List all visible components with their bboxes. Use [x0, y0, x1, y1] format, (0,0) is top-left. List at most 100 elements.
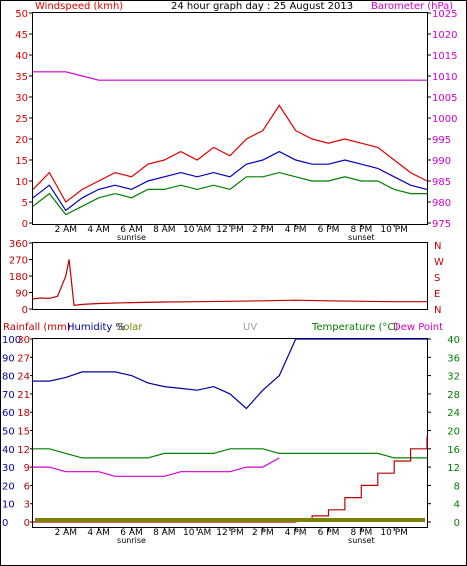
series-humidity-line: [33, 338, 427, 410]
time-label: 6 AM: [120, 528, 143, 538]
sunset-label: sunset: [348, 536, 375, 545]
time-label: 6 AM: [120, 225, 143, 235]
direction-plot-frame: [32, 242, 428, 310]
rain-tick-label: 0: [24, 518, 30, 529]
sunrise-label: sunrise: [117, 233, 146, 242]
time-label: 10 PM: [380, 528, 408, 538]
humidity-tick-label: 60: [2, 408, 15, 419]
rain-tick-label: 18: [17, 408, 30, 419]
rain-tick-label: 3: [24, 500, 30, 511]
time-label: 8 PM: [350, 225, 372, 235]
series-temperature-line: [33, 448, 427, 459]
time-label: 8 AM: [153, 528, 176, 538]
windspeed-axis-label: Windspeed (kmh): [35, 1, 123, 12]
temp-tick-label: 24: [447, 408, 460, 419]
solar-axis-label: Solar: [117, 322, 143, 333]
rain-tick-label: 6: [24, 481, 30, 492]
humidity-tick-label: 0: [2, 518, 8, 529]
series-low-line: [32, 171, 427, 216]
baro-tick-label: 985: [432, 177, 451, 188]
temp-tick-label: 32: [447, 372, 460, 383]
series-direction-line: [32, 259, 427, 306]
time-label: 10 AM: [183, 528, 211, 538]
series-solar-bar: [35, 518, 425, 522]
wind-tick-label: 5: [22, 198, 28, 209]
rain-tick-label: 12: [17, 445, 30, 456]
wind-tick-label: 10: [15, 177, 28, 188]
sunrise-label: sunrise: [117, 536, 146, 545]
wind-tick-label: 20: [15, 135, 28, 146]
time-label: 4 AM: [87, 528, 110, 538]
temperature-axis-label: Temperature (°C): [311, 322, 398, 333]
humidity-tick-label: 100: [2, 335, 21, 346]
rain-tick-label: 30: [17, 335, 30, 346]
compass-label: N: [434, 305, 441, 316]
baro-tick-label: 995: [432, 135, 451, 146]
baro-tick-label: 1015: [432, 51, 457, 62]
time-label: 8 PM: [350, 528, 372, 538]
direction-tick-label: 0: [22, 305, 28, 316]
humidity-tick-label: 30: [2, 463, 15, 474]
temp-tick-label: 16: [447, 445, 460, 456]
humidity-tick-label: 50: [2, 427, 15, 438]
rain-tick-label: 9: [24, 463, 30, 474]
rain-tick-label: 24: [17, 372, 30, 383]
rainfall-axis-label: Rainfall (mm): [3, 322, 71, 333]
time-label: 10 PM: [380, 225, 408, 235]
wind-tick-label: 30: [15, 93, 28, 104]
temp-tick-label: 8: [454, 481, 460, 492]
baro-tick-label: 1005: [432, 93, 457, 104]
sunset-label: sunset: [348, 233, 375, 242]
baro-tick-label: 990: [432, 156, 451, 167]
time-label: 8 AM: [153, 225, 176, 235]
time-label: 10 AM: [183, 225, 211, 235]
compass-label: E: [434, 289, 440, 300]
temp-tick-label: 0: [454, 518, 460, 529]
chart-marks: 0510152025303540455097598098599099510001…: [2, 9, 460, 545]
temp-tick-label: 28: [447, 390, 460, 401]
compass-label: S: [434, 273, 440, 284]
series-barometer-line: [33, 71, 427, 81]
graph-title: 24 hour graph day : 25 August 2013: [171, 1, 353, 12]
humidity-axis-label: Humidity %: [67, 322, 125, 333]
time-label: 4 PM: [285, 225, 307, 235]
baro-tick-label: 1025: [432, 9, 457, 20]
baro-tick-label: 1010: [432, 72, 457, 83]
wind-tick-label: 15: [15, 156, 28, 167]
rain-tick-label: 15: [17, 427, 30, 438]
humidity-tick-label: 40: [2, 445, 15, 456]
wind-tick-label: 40: [15, 51, 28, 62]
direction-tick-label: 360: [9, 239, 28, 250]
time-label: 6 PM: [318, 225, 340, 235]
time-label: 2 PM: [252, 528, 274, 538]
humidity-tick-label: 90: [2, 353, 15, 364]
barometer-axis-label: Barometer (hPa): [371, 1, 453, 12]
temp-tick-label: 12: [447, 463, 460, 474]
direction-tick-label: 270: [9, 256, 28, 267]
baro-tick-label: 980: [432, 198, 451, 209]
baro-tick-label: 1020: [432, 30, 457, 41]
wind-tick-label: 45: [15, 30, 28, 41]
series-average-line: [32, 150, 428, 212]
rain-tick-label: 21: [17, 390, 30, 401]
wind-tick-label: 25: [15, 114, 28, 125]
temp-tick-label: 20: [447, 427, 460, 438]
wind-tick-label: 0: [22, 219, 28, 230]
humidity-tick-label: 20: [2, 481, 15, 492]
humidity-tick-label: 10: [2, 500, 15, 511]
temp-tick-label: 40: [447, 335, 460, 346]
wind-tick-label: 50: [15, 9, 28, 20]
time-label: 2 AM: [55, 528, 78, 538]
humidity-tick-label: 80: [2, 372, 15, 383]
compass-label: W: [434, 257, 444, 268]
time-label: 12 PM: [216, 528, 244, 538]
humidity-tick-label: 70: [2, 390, 15, 401]
time-label: 2 PM: [252, 225, 274, 235]
time-label: 4 PM: [285, 528, 307, 538]
time-label: 6 PM: [318, 528, 340, 538]
direction-tick-label: 90: [15, 289, 28, 300]
temp-tick-label: 36: [447, 353, 460, 364]
time-label: 2 AM: [55, 225, 78, 235]
